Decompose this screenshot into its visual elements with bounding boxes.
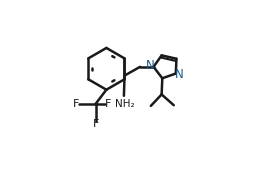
Text: N: N	[175, 68, 184, 81]
Text: F: F	[73, 99, 80, 109]
Text: F: F	[105, 99, 111, 109]
Text: F: F	[92, 119, 99, 129]
Text: N: N	[146, 59, 154, 72]
Text: NH₂: NH₂	[115, 99, 134, 109]
